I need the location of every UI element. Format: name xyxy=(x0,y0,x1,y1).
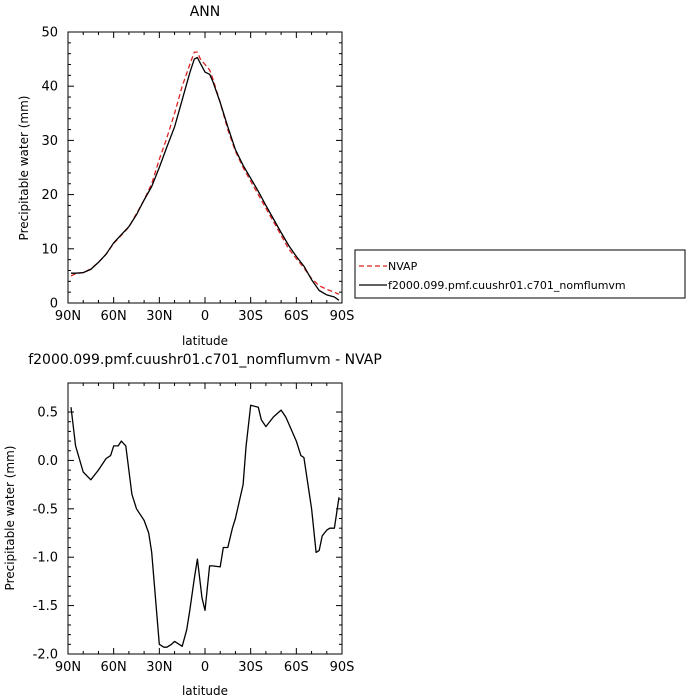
bottom-y-tick-label: 0.0 xyxy=(37,454,58,469)
top-chart-xlabel: latitude xyxy=(182,334,228,348)
top-chart-ylabel: Precipitable water (mm) xyxy=(17,96,31,241)
top-chart-panel: ANN latitude Precipitable water (mm) 90N… xyxy=(17,4,354,348)
bottom-chart-ylabel: Precipitable water (mm) xyxy=(3,446,17,591)
bottom-x-tick-label: 30N xyxy=(146,660,172,675)
top-x-tick-label: 90N xyxy=(55,309,81,324)
top-x-tick-label: 90S xyxy=(330,309,355,324)
bottom-plot-frame xyxy=(67,382,343,655)
legend: NVAP f2000.099.pmf.cuushr01.c701_nomflum… xyxy=(354,249,686,299)
top-series-line-nvap xyxy=(70,51,340,295)
bottom-y-tick-label: -2.0 xyxy=(33,648,58,663)
top-plot-frame xyxy=(67,31,343,304)
top-chart-title: ANN xyxy=(190,4,221,20)
legend-label-model: f2000.099.pmf.cuushr01.c701_nomflumvm xyxy=(388,279,626,292)
bottom-x-tick-label: 60S xyxy=(284,660,309,675)
top-x-tick-label: 0 xyxy=(201,309,209,324)
bottom-series-line-difference xyxy=(70,404,340,648)
bottom-y-tick-label: -1.5 xyxy=(33,599,58,614)
top-y-tick-label: 0 xyxy=(50,297,58,312)
bottom-chart-title: f2000.099.pmf.cuushr01.c701_nomflumvm - … xyxy=(28,352,382,368)
bottom-y-tick-label: 0.5 xyxy=(37,406,58,421)
bottom-chart-panel: f2000.099.pmf.cuushr01.c701_nomflumvm - … xyxy=(3,352,382,698)
top-x-tick-label: 60S xyxy=(284,309,309,324)
top-y-tick-label: 10 xyxy=(41,242,58,257)
top-x-tick-label: 30N xyxy=(146,309,172,324)
legend-label-nvap: NVAP xyxy=(388,260,418,273)
legend-box xyxy=(354,249,686,299)
top-series-line-f2000-099-pmf-cuushr01-c701-nomflumvm xyxy=(71,56,340,301)
bottom-y-tick-label: -1.0 xyxy=(33,551,58,566)
top-y-tick-label: 40 xyxy=(41,80,58,95)
bottom-x-tick-label: 30S xyxy=(238,660,263,675)
bottom-x-tick-label: 60N xyxy=(101,660,127,675)
bottom-x-tick-label: 90S xyxy=(330,660,355,675)
top-y-tick-label: 20 xyxy=(41,188,58,203)
bottom-chart-xlabel: latitude xyxy=(182,684,228,698)
top-x-tick-label: 30S xyxy=(238,309,263,324)
top-x-tick-label: 60N xyxy=(101,309,127,324)
bottom-x-tick-label: 90N xyxy=(55,660,81,675)
top-y-tick-label: 50 xyxy=(41,26,58,41)
bottom-y-tick-label: -0.5 xyxy=(33,502,58,517)
bottom-x-tick-label: 0 xyxy=(201,660,209,675)
top-y-tick-label: 30 xyxy=(41,134,58,149)
